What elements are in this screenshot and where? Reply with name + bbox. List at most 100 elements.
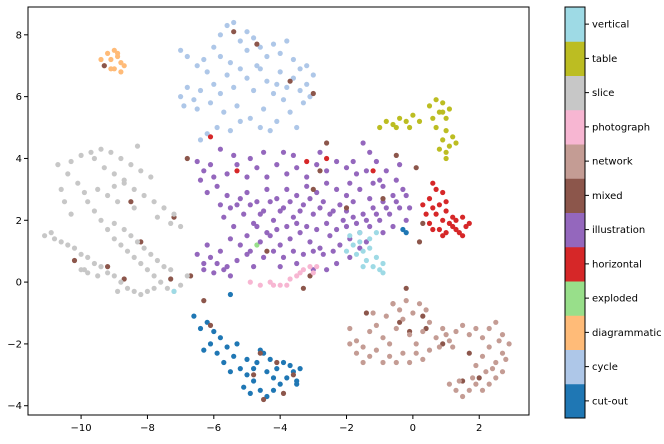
point-network xyxy=(486,381,492,387)
point-slice xyxy=(161,205,167,211)
y-tick-label: 4 xyxy=(16,154,22,165)
x-tick-label: −10 xyxy=(71,423,92,434)
point-slice xyxy=(111,171,117,177)
point-mixed xyxy=(231,29,237,35)
point-slice xyxy=(111,183,117,189)
point-illustration xyxy=(227,205,233,211)
point-table xyxy=(443,155,449,162)
point-network xyxy=(383,313,389,319)
point-slice xyxy=(128,233,134,239)
point-horizontal xyxy=(443,230,449,236)
point-slice xyxy=(105,226,111,233)
colorbar-swatch-slice xyxy=(565,75,585,111)
point-vertical xyxy=(171,288,177,294)
point-cycle xyxy=(274,118,280,124)
point-table xyxy=(430,115,436,121)
point-illustration xyxy=(201,168,207,174)
point-network xyxy=(443,332,449,338)
point-table xyxy=(436,146,442,152)
point-illustration xyxy=(290,248,296,254)
point-illustration xyxy=(317,149,323,155)
point-cut-out xyxy=(274,366,280,372)
point-slice xyxy=(131,205,137,211)
colorbar-label-diagrammatic: diagrammatic xyxy=(592,328,662,339)
point-cut-out xyxy=(231,353,237,359)
point-illustration xyxy=(280,149,287,155)
point-network xyxy=(473,381,479,387)
point-slice xyxy=(85,199,91,205)
point-network xyxy=(453,328,459,335)
point-table xyxy=(410,112,416,118)
point-slice xyxy=(105,192,111,199)
point-mixed xyxy=(324,140,330,146)
point-illustration xyxy=(383,168,389,174)
point-mixed xyxy=(287,78,293,84)
point-illustration xyxy=(231,223,237,230)
point-cut-out xyxy=(257,387,263,393)
point-mixed xyxy=(393,152,399,158)
colorbar-label-photograph: photograph xyxy=(592,122,650,133)
point-cycle xyxy=(184,53,190,60)
point-cycle xyxy=(290,75,296,81)
point-illustration xyxy=(194,251,200,257)
point-illustration xyxy=(284,171,290,177)
point-cycle xyxy=(211,81,217,87)
point-cycle xyxy=(237,118,243,124)
point-cycle xyxy=(257,66,263,72)
point-cycle xyxy=(184,84,190,90)
point-illustration xyxy=(390,192,396,199)
point-mixed xyxy=(420,313,426,319)
point-slice xyxy=(138,260,144,267)
point-network xyxy=(436,344,442,350)
colorbar-label-cycle: cycle xyxy=(592,362,618,373)
point-illustration xyxy=(350,199,356,205)
point-cut-out xyxy=(197,325,204,332)
point-illustration xyxy=(270,217,277,223)
point-network xyxy=(387,353,393,359)
point-illustration xyxy=(257,239,263,245)
point-cycle xyxy=(307,94,313,100)
point-vertical xyxy=(360,264,366,270)
point-mixed xyxy=(280,390,287,396)
point-illustration xyxy=(267,199,273,205)
point-slice xyxy=(124,285,131,291)
point-network xyxy=(393,325,399,332)
point-illustration xyxy=(217,202,223,208)
colorbar-label-cut-out: cut-out xyxy=(592,396,628,407)
colorbar-swatch-illustration xyxy=(565,212,585,248)
point-cycle xyxy=(284,38,290,44)
point-illustration xyxy=(297,208,303,214)
point-cycle xyxy=(264,78,270,84)
colorbar-swatch-horizontal xyxy=(565,246,585,282)
points-layer xyxy=(42,19,512,403)
point-slice xyxy=(111,220,117,226)
point-cut-out xyxy=(227,369,233,375)
point-slice xyxy=(154,214,160,220)
point-illustration xyxy=(363,239,369,245)
point-cut-out xyxy=(244,372,250,378)
point-illustration xyxy=(237,196,243,202)
point-vertical xyxy=(350,242,356,248)
point-network xyxy=(390,301,396,307)
point-slice xyxy=(151,199,157,205)
y-tick-label: 0 xyxy=(16,278,22,289)
point-horizontal xyxy=(440,189,446,196)
point-illustration xyxy=(251,264,257,270)
point-horizontal xyxy=(443,208,449,214)
point-slice xyxy=(78,251,84,257)
point-horizontal xyxy=(430,205,436,211)
point-illustration xyxy=(211,174,217,180)
point-illustration xyxy=(343,192,350,199)
point-horizontal xyxy=(463,223,469,230)
point-mixed xyxy=(317,168,323,174)
point-mixed xyxy=(101,63,107,69)
point-illustration xyxy=(234,257,240,264)
x-tick-label: −2 xyxy=(339,423,354,434)
point-vertical xyxy=(353,251,360,257)
point-cycle xyxy=(294,124,300,131)
point-network xyxy=(413,350,419,356)
point-diagrammatic xyxy=(98,56,104,63)
point-cut-out xyxy=(270,387,277,393)
point-network xyxy=(473,325,479,332)
point-cycle xyxy=(270,90,277,97)
